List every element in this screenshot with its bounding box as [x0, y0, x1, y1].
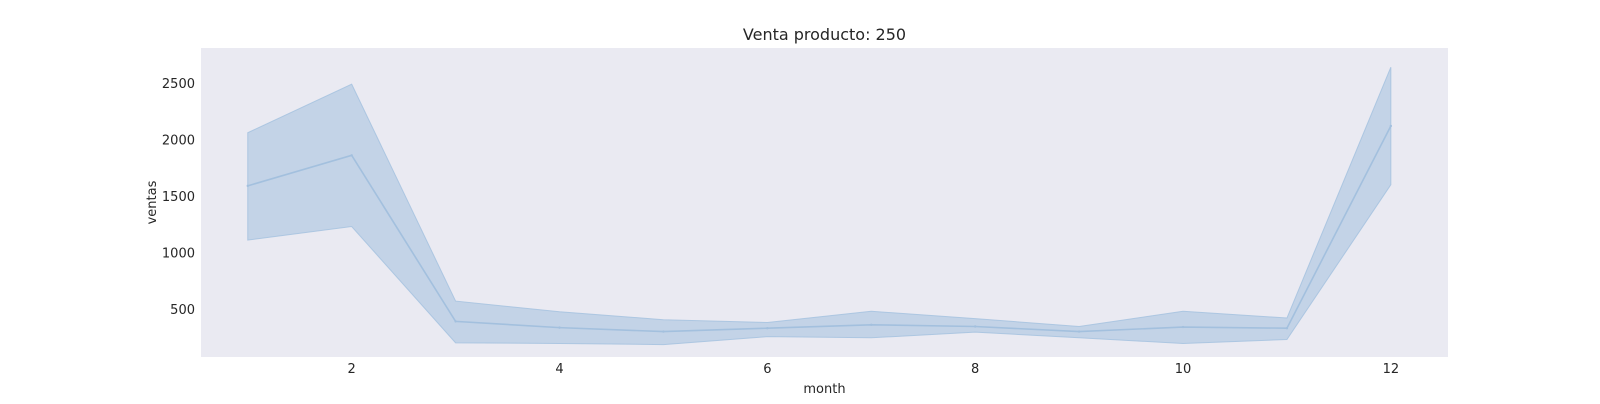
x-tick-label: 10 [1175, 362, 1192, 377]
data-point [246, 184, 249, 188]
x-tick-label: 6 [763, 362, 771, 377]
confidence-band-layer [247, 67, 1392, 346]
data-point [662, 330, 665, 333]
y-tick-label: 1000 [162, 246, 195, 261]
data-point [1285, 326, 1289, 330]
data-point [973, 325, 977, 328]
y-tick-label: 2000 [162, 134, 195, 149]
data-point [870, 323, 873, 327]
confidence-band [247, 67, 1392, 346]
y-tick-label: 1500 [162, 190, 195, 205]
x-tick-label: 12 [1383, 362, 1400, 377]
x-tick-label: 2 [348, 362, 356, 377]
y-tick-label: 500 [170, 303, 195, 318]
data-point [1077, 330, 1081, 333]
data-point [350, 154, 353, 157]
data-point [558, 326, 561, 329]
data-point [454, 320, 457, 323]
x-tick-label: 8 [971, 362, 979, 377]
data-point [766, 326, 769, 330]
data-point [1181, 325, 1185, 329]
series-line-layer [246, 124, 1393, 333]
series-line [247, 125, 1392, 333]
chart-title: Venta producto: 250 [743, 25, 906, 44]
x-tick-label: 4 [555, 362, 563, 377]
y-axis-label: ventas [145, 180, 160, 224]
data-point [1389, 124, 1393, 128]
y-tick-label: 2500 [162, 77, 195, 92]
x-axis-ticks: 2 4 6 8 10 12 [348, 362, 1400, 377]
y-axis-ticks: 500 1000 1500 2000 2500 [162, 77, 195, 318]
x-axis-label: month [803, 382, 845, 397]
